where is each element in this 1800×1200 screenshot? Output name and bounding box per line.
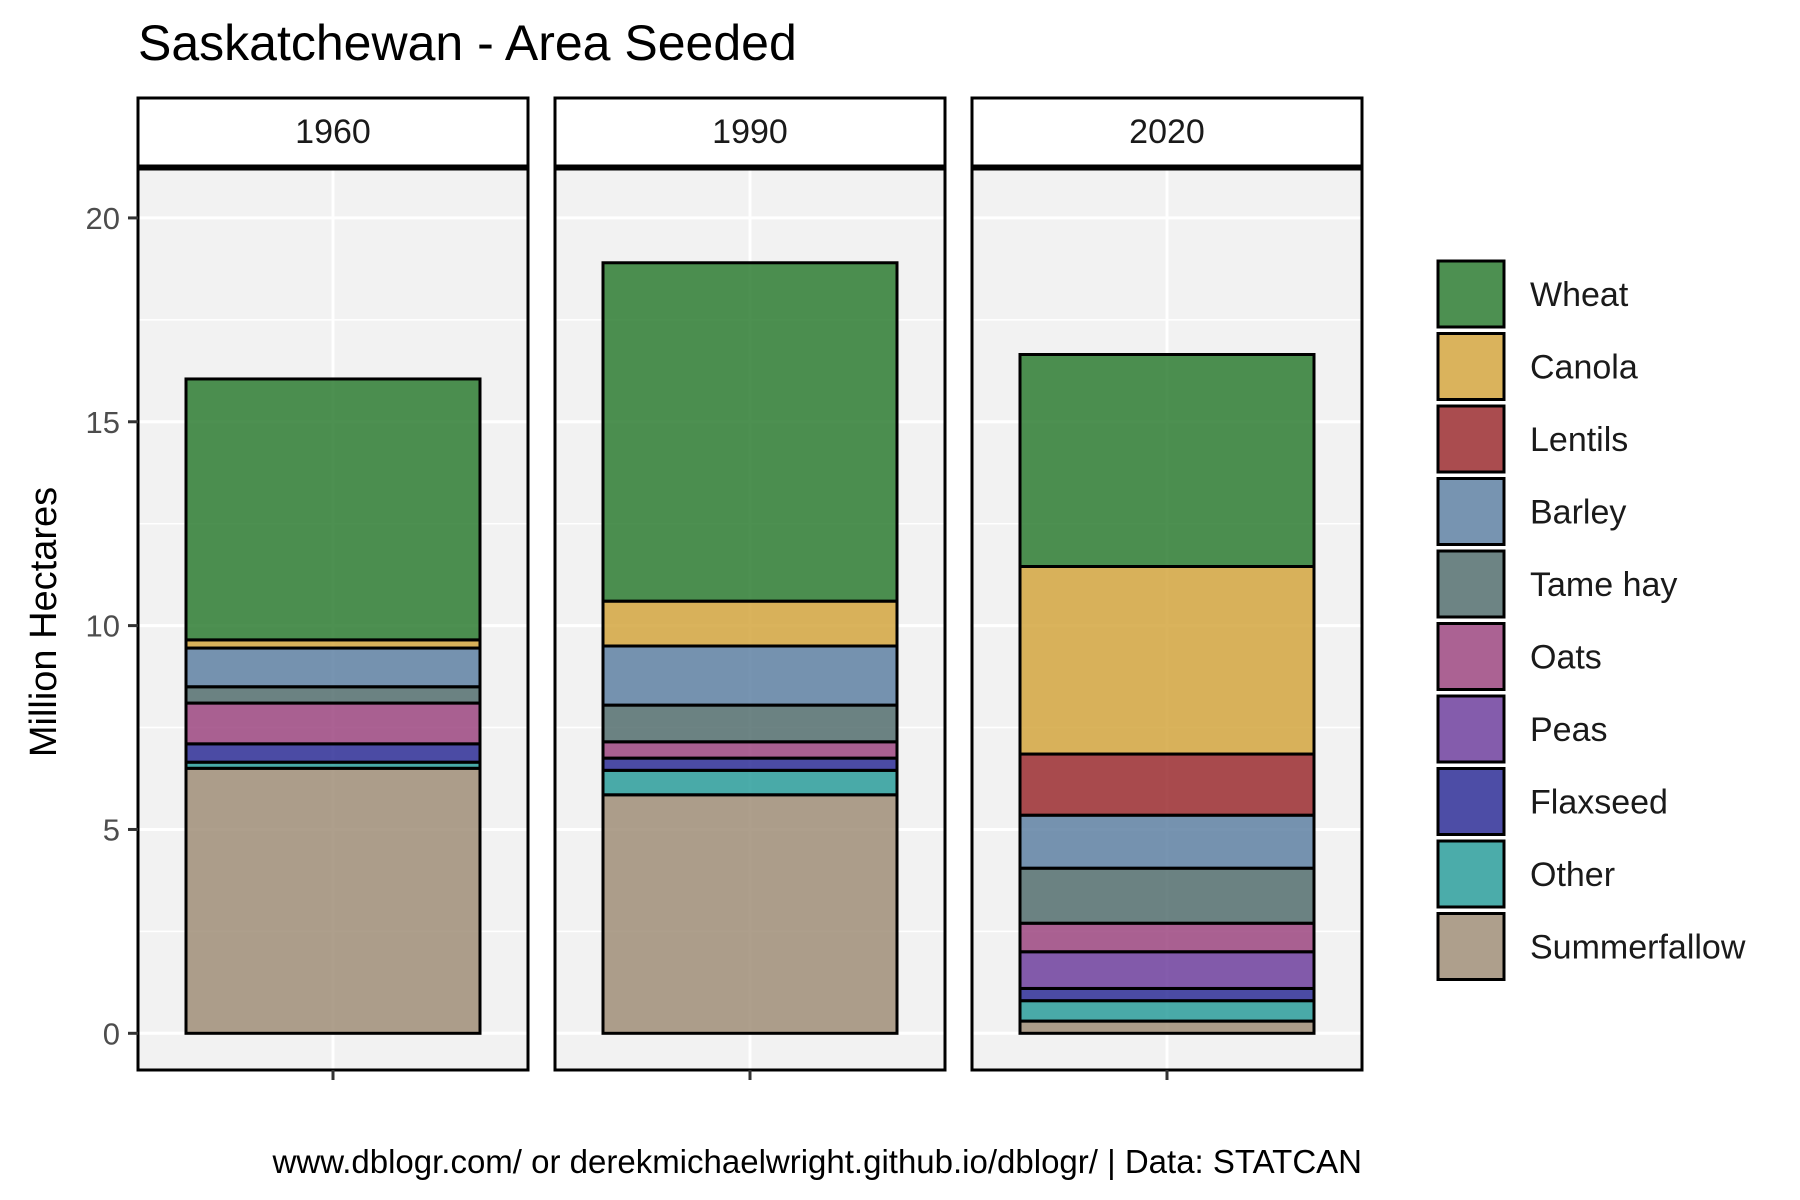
legend-key <box>1436 622 1506 691</box>
legend-key <box>1436 259 1506 329</box>
bar-segment-1990-barley <box>601 644 899 707</box>
legend-label: Wheat <box>1530 276 1629 314</box>
facet-strip-label: 1990 <box>712 113 788 151</box>
legend-item-wheat: Wheat <box>1436 259 1629 329</box>
legend-item-peas: Peas <box>1436 694 1608 764</box>
bar-segment-1960-tame-hay <box>184 685 482 705</box>
legend-label: Summerfallow <box>1530 929 1746 967</box>
caption: www.dblogr.com/ or derekmichaelwright.gi… <box>272 1143 1362 1180</box>
bar-segment-1990-flaxseed <box>601 756 899 772</box>
bar-segment-1960-flaxseed <box>184 742 482 764</box>
bar-segment-1990-canola <box>601 599 899 648</box>
legend-item-other: Other <box>1436 839 1615 909</box>
legend-label: Other <box>1530 856 1615 894</box>
legend-label: Canola <box>1530 349 1638 387</box>
legend: Wheat Canola Lentils Barley Tame hay Oats Peas… <box>1436 259 1746 981</box>
bar-segment-1960-barley <box>184 646 482 689</box>
facet-panel-2020: 2020 <box>970 96 1364 1080</box>
facet-strip-label: 1960 <box>295 113 371 151</box>
bar-segment-2020-barley <box>1018 813 1316 870</box>
y-axis: 0 5 10 15 20 <box>86 201 138 1051</box>
bar-segment-2020-wheat <box>1018 353 1316 568</box>
facet-strip <box>970 96 1364 168</box>
bar-segment-2020-lentils <box>1018 752 1316 817</box>
legend-item-barley: Barley <box>1436 477 1626 546</box>
facet-panel-1990: 1990 <box>553 96 947 1080</box>
bar-segment-1990-wheat <box>601 261 899 603</box>
bar-segment-2020-canola <box>1018 565 1316 756</box>
bar-segment-1960-oats <box>184 701 482 746</box>
legend-item-lentils: Lentils <box>1436 404 1628 474</box>
y-tick-label: 5 <box>103 812 120 847</box>
legend-key <box>1436 404 1506 474</box>
legend-key <box>1436 477 1506 546</box>
bar-segment-2020-summerfallow <box>1018 1019 1316 1035</box>
facet-strip-label: 2020 <box>1129 113 1205 151</box>
legend-item-summerfallow: Summerfallow <box>1436 912 1746 981</box>
y-tick-label: 20 <box>86 201 120 236</box>
bar-segment-2020-oats <box>1018 921 1316 954</box>
facet-panels: 1960 1990 2020 <box>136 96 1364 1080</box>
chart-title: Saskatchewan - Area Seeded <box>138 15 797 71</box>
facet-panel-1960: 1960 <box>136 96 530 1080</box>
y-tick-label: 10 <box>86 609 120 644</box>
legend-item-tame-hay: Tame hay <box>1436 549 1677 619</box>
bar-segment-1990-summerfallow <box>601 793 899 1035</box>
legend-label: Lentils <box>1530 421 1628 459</box>
bar-segment-1960-summerfallow <box>184 766 482 1035</box>
y-tick-label: 15 <box>86 405 120 440</box>
legend-label: Barley <box>1530 494 1626 532</box>
bar-segment-1990-oats <box>601 740 899 760</box>
legend-item-flaxseed: Flaxseed <box>1436 767 1668 836</box>
bar-segment-2020-other <box>1018 999 1316 1023</box>
facet-strip <box>553 96 947 168</box>
bar-segment-1960-wheat <box>184 377 482 642</box>
bar-segment-2020-tame-hay <box>1018 866 1316 925</box>
bar-segment-2020-peas <box>1018 950 1316 990</box>
legend-key <box>1436 767 1506 836</box>
legend-key <box>1436 694 1506 764</box>
legend-label: Tame hay <box>1530 566 1677 604</box>
legend-key <box>1436 839 1506 909</box>
legend-label: Oats <box>1530 639 1602 677</box>
facet-strip <box>136 96 530 168</box>
bar-segment-1990-other <box>601 768 899 797</box>
legend-label: Flaxseed <box>1530 784 1668 822</box>
y-tick-label: 0 <box>103 1016 120 1051</box>
y-axis-title: Million Hectares <box>23 487 65 757</box>
legend-key <box>1436 332 1506 401</box>
legend-item-oats: Oats <box>1436 622 1602 691</box>
bar-segment-2020-flaxseed <box>1018 986 1316 1003</box>
legend-item-canola: Canola <box>1436 332 1638 401</box>
legend-key <box>1436 549 1506 619</box>
legend-label: Peas <box>1530 711 1608 749</box>
bar-segment-1990-tame-hay <box>601 703 899 744</box>
legend-key <box>1436 912 1506 981</box>
